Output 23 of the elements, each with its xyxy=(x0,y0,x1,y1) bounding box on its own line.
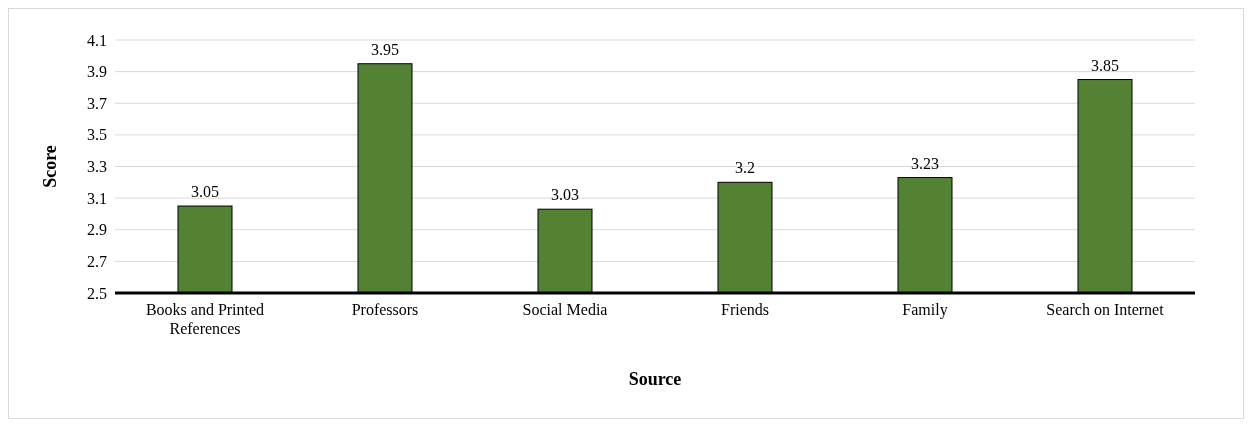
y-tick-label: 2.5 xyxy=(87,284,107,302)
x-tick-label: Professors xyxy=(351,301,419,318)
data-label: 3.23 xyxy=(911,154,939,172)
y-tick-label: 3.7 xyxy=(87,94,107,112)
x-tick-label: Friends xyxy=(721,301,769,318)
data-label: 3.95 xyxy=(371,40,399,58)
data-label: 3.05 xyxy=(191,183,219,201)
y-tick-label: 3.5 xyxy=(87,126,107,144)
y-tick-label: 3.1 xyxy=(87,189,107,207)
x-tick-label: Books and Printed References xyxy=(145,301,265,337)
x-tick-label: Family xyxy=(902,301,948,319)
y-axis-title: Score xyxy=(40,145,60,188)
data-label: 3.2 xyxy=(735,159,755,177)
y-tick-label: 3.3 xyxy=(87,158,107,176)
data-label: 3.85 xyxy=(1091,56,1119,74)
x-tick-label: Search on Internet xyxy=(1046,301,1165,318)
data-label: 3.03 xyxy=(551,186,579,204)
x-axis-title: Source xyxy=(628,369,682,389)
y-tick-label: 2.7 xyxy=(87,252,107,270)
x-tick-label: Social Media xyxy=(522,301,608,318)
y-tick-label: 2.9 xyxy=(87,221,107,239)
y-tick-label: 4.1 xyxy=(87,31,107,49)
y-tick-label: 3.9 xyxy=(87,63,107,81)
